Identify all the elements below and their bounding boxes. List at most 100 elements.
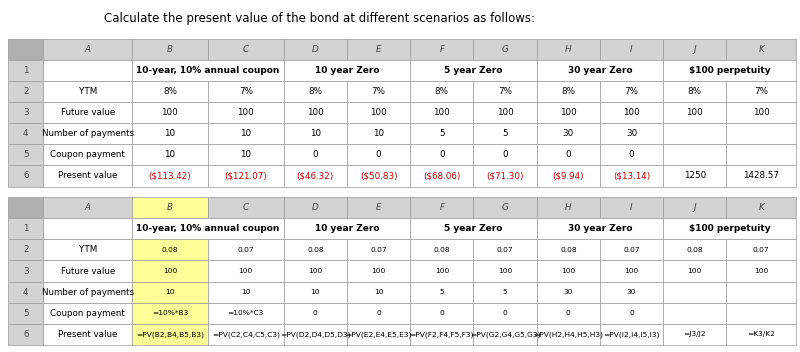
Text: K: K (758, 203, 764, 212)
Text: 2: 2 (23, 87, 29, 96)
Text: 30: 30 (562, 129, 574, 138)
Bar (132, 81, 208, 102)
Text: 0.08: 0.08 (307, 247, 324, 253)
Bar (600, 81, 663, 102)
Bar (410, 123, 474, 144)
Text: =PV(B2,B4,B5,B3): =PV(B2,B4,B5,B3) (136, 331, 204, 338)
Bar (347, 123, 410, 144)
Text: 30: 30 (626, 129, 637, 138)
Text: 5: 5 (439, 289, 444, 295)
Bar (600, 102, 663, 123)
Text: F: F (439, 45, 444, 54)
Bar (726, 102, 796, 123)
Text: 0.07: 0.07 (623, 247, 640, 253)
Bar (600, 282, 663, 303)
Text: 5: 5 (502, 129, 508, 138)
Text: 0: 0 (376, 150, 382, 159)
Bar (663, 197, 726, 218)
Bar (347, 239, 410, 260)
Text: 100: 100 (308, 268, 322, 274)
Bar (284, 197, 347, 218)
Bar (43, 60, 132, 81)
Text: C: C (242, 45, 249, 54)
Bar (8, 239, 43, 260)
Text: 10: 10 (374, 289, 383, 295)
Bar (284, 123, 347, 144)
Text: 5 year Zero: 5 year Zero (444, 66, 502, 75)
Bar (663, 218, 796, 239)
Text: 0: 0 (502, 310, 507, 316)
Bar (474, 303, 537, 324)
Bar (726, 282, 796, 303)
Text: 3: 3 (23, 266, 29, 276)
Text: 100: 100 (562, 268, 575, 274)
Text: 0: 0 (502, 150, 508, 159)
Text: ($46.32): ($46.32) (297, 171, 334, 181)
Bar (537, 165, 600, 187)
Text: =PV(F2,F4,F5,F3): =PV(F2,F4,F5,F3) (410, 331, 474, 338)
Bar (43, 81, 132, 102)
Bar (43, 165, 132, 187)
Bar (537, 81, 600, 102)
Bar (726, 81, 796, 102)
Bar (284, 102, 347, 123)
Text: 7%: 7% (372, 87, 386, 96)
Text: 0.07: 0.07 (238, 247, 254, 253)
Bar (132, 39, 208, 60)
Text: 0.08: 0.08 (560, 247, 577, 253)
Bar (43, 324, 132, 345)
Bar (410, 197, 474, 218)
Bar (284, 303, 347, 324)
Text: 3: 3 (23, 108, 29, 117)
Text: J: J (694, 203, 696, 212)
Text: F: F (439, 203, 444, 212)
Bar (284, 282, 347, 303)
Bar (537, 218, 663, 239)
Bar (537, 282, 600, 303)
Bar (8, 324, 43, 345)
Bar (537, 60, 663, 81)
Text: Present value: Present value (58, 171, 118, 181)
Text: 100: 100 (625, 268, 638, 274)
Bar (347, 102, 410, 123)
Text: I: I (630, 203, 633, 212)
Bar (43, 197, 132, 218)
Text: Coupon payment: Coupon payment (50, 150, 125, 159)
Bar (410, 60, 537, 81)
Bar (8, 165, 43, 187)
Bar (8, 102, 43, 123)
Bar (726, 324, 796, 345)
Bar (208, 260, 284, 282)
Text: 0: 0 (376, 310, 381, 316)
Text: G: G (502, 203, 509, 212)
Text: 0.07: 0.07 (753, 247, 770, 253)
Text: ($113.42): ($113.42) (149, 171, 191, 181)
Bar (600, 197, 663, 218)
Text: =PV(I2,I4,I5,I3): =PV(I2,I4,I5,I3) (603, 331, 660, 338)
Text: 7%: 7% (498, 87, 512, 96)
Text: 100: 100 (498, 268, 512, 274)
Bar (600, 123, 663, 144)
Text: 8%: 8% (435, 87, 449, 96)
Text: Present value: Present value (58, 330, 118, 339)
Bar (208, 165, 284, 187)
Bar (537, 123, 600, 144)
Text: 8%: 8% (163, 87, 177, 96)
Bar (726, 123, 796, 144)
Text: 5: 5 (23, 309, 29, 318)
Bar (43, 39, 132, 60)
Bar (208, 239, 284, 260)
Bar (347, 39, 410, 60)
Text: J: J (694, 45, 696, 54)
Text: 100: 100 (688, 268, 702, 274)
Bar (600, 324, 663, 345)
Text: 8%: 8% (308, 87, 322, 96)
Bar (410, 303, 474, 324)
Text: 10: 10 (310, 129, 321, 138)
Bar (8, 123, 43, 144)
Text: =PV(E2,E4,E5,E3): =PV(E2,E4,E5,E3) (346, 331, 412, 338)
Bar (284, 81, 347, 102)
Text: 7%: 7% (238, 87, 253, 96)
Text: 0.08: 0.08 (686, 247, 703, 253)
Text: Calculate the present value of the bond at different scenarios as follows:: Calculate the present value of the bond … (104, 12, 535, 25)
